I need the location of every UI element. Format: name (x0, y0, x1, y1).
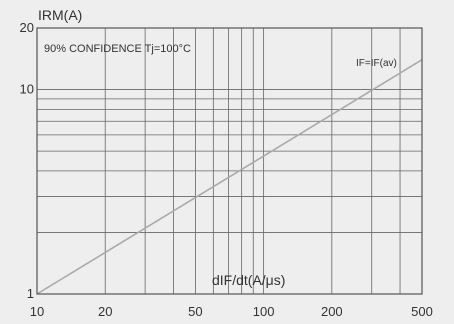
y-axis-label: IRM(A) (38, 7, 82, 23)
confidence-annotation: 90% CONFIDENCE Tj=100°C (44, 43, 191, 55)
x-tick-label: 100 (253, 304, 275, 319)
x-tick-label: 200 (321, 304, 343, 319)
y-tick-label: 20 (20, 20, 34, 35)
plot-frame (36, 27, 423, 295)
x-tick-label: 50 (188, 304, 202, 319)
series-line (36, 59, 423, 295)
x-tick-label: 20 (98, 304, 112, 319)
series-label-if-av: IF=IF(av) (356, 58, 397, 69)
x-tick-label: 10 (30, 304, 44, 319)
series-layer (36, 59, 423, 295)
y-tick-label: 10 (20, 82, 34, 97)
tick-labels: 10 20 50 100 200 500 1 10 20 (20, 20, 433, 319)
y-tick-label: 1 (27, 286, 34, 301)
x-tick-label: 500 (411, 304, 433, 319)
x-axis-label: dIF/dt(A/μs) (212, 272, 285, 288)
